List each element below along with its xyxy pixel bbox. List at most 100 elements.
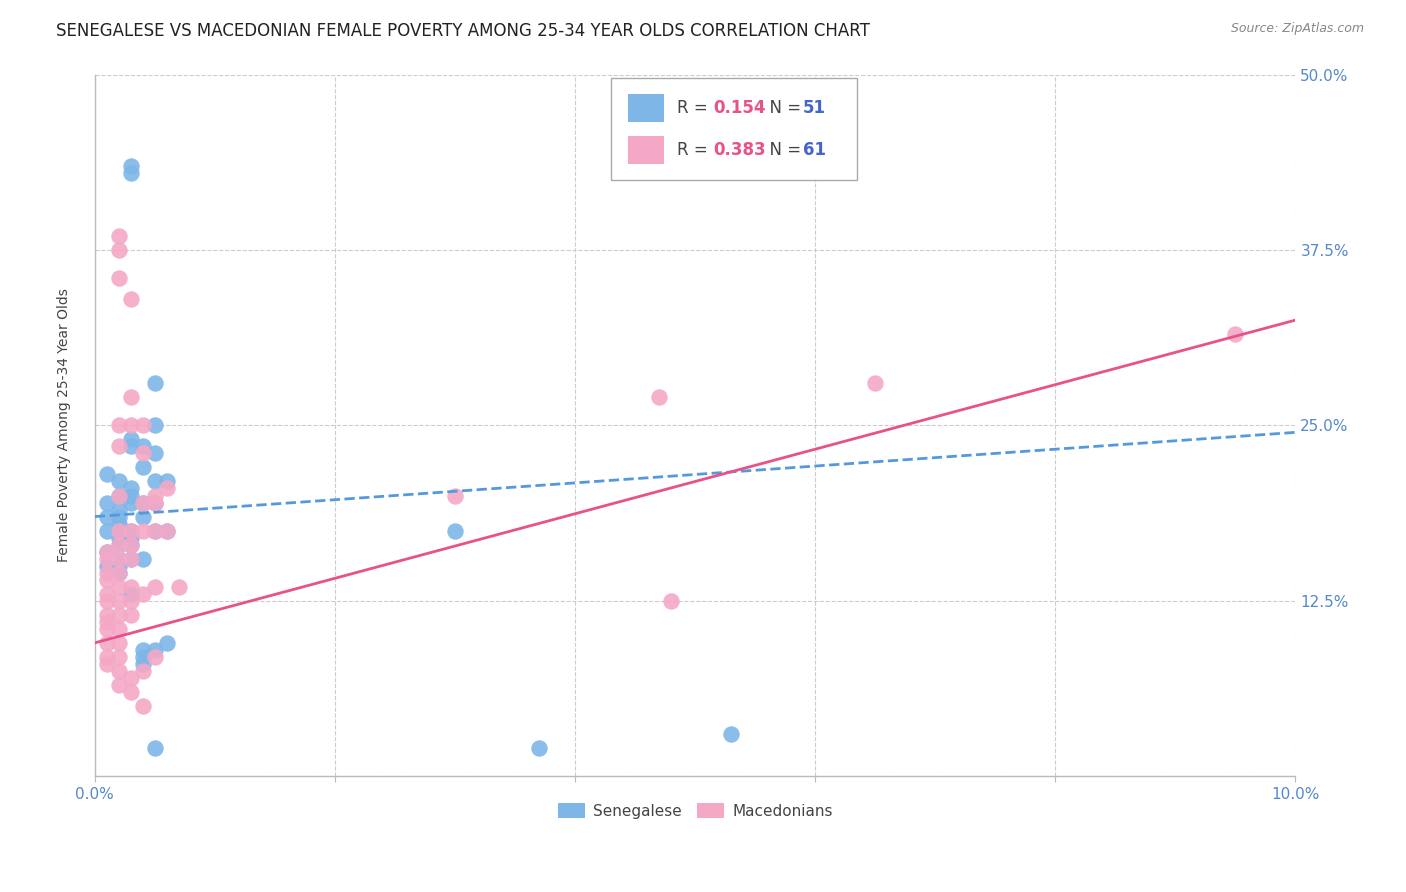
Point <box>132 664 155 678</box>
Point <box>143 418 166 433</box>
Point <box>120 524 142 538</box>
Point <box>120 482 142 496</box>
Point <box>107 531 129 545</box>
Point <box>107 516 129 531</box>
Point <box>1225 327 1247 342</box>
Point <box>143 446 166 460</box>
Point <box>120 439 142 453</box>
Text: 51: 51 <box>803 99 827 117</box>
Point <box>444 524 467 538</box>
Point <box>132 587 155 601</box>
Point <box>107 580 129 594</box>
Point <box>527 741 550 756</box>
Point <box>96 587 118 601</box>
Point <box>107 551 129 566</box>
Point <box>156 475 179 489</box>
Point <box>96 649 118 664</box>
Point <box>132 643 155 657</box>
Point <box>143 741 166 756</box>
Point <box>143 489 166 503</box>
Point <box>132 495 155 509</box>
FancyBboxPatch shape <box>628 136 664 164</box>
Point <box>120 538 142 552</box>
Point <box>143 580 166 594</box>
Text: SENEGALESE VS MACEDONIAN FEMALE POVERTY AMONG 25-34 YEAR OLDS CORRELATION CHART: SENEGALESE VS MACEDONIAN FEMALE POVERTY … <box>56 22 870 40</box>
Point <box>120 685 142 699</box>
Point <box>107 593 129 607</box>
Point <box>107 475 129 489</box>
Point <box>143 495 166 509</box>
Point <box>143 475 166 489</box>
Point <box>96 558 118 573</box>
Point <box>107 607 129 622</box>
Point <box>96 551 118 566</box>
Point <box>120 551 142 566</box>
Text: N =: N = <box>759 99 806 117</box>
Point <box>120 531 142 545</box>
Point <box>107 509 129 524</box>
Point <box>120 580 142 594</box>
Point <box>120 489 142 503</box>
Point <box>107 566 129 580</box>
Point <box>143 524 166 538</box>
Point <box>132 524 155 538</box>
Point <box>96 467 118 482</box>
Point <box>444 489 467 503</box>
Point <box>156 482 179 496</box>
Point <box>107 489 129 503</box>
Legend: Senegalese, Macedonians: Senegalese, Macedonians <box>551 797 838 825</box>
Point <box>120 593 142 607</box>
Text: N =: N = <box>759 141 806 159</box>
Point <box>132 495 155 509</box>
Point <box>96 566 118 580</box>
Point <box>107 678 129 692</box>
Point <box>132 509 155 524</box>
Point <box>96 544 118 558</box>
Point <box>132 460 155 475</box>
Point <box>120 538 142 552</box>
Point <box>107 439 129 453</box>
Point <box>107 649 129 664</box>
Text: 0.154: 0.154 <box>713 99 766 117</box>
Point <box>107 271 129 285</box>
Point <box>120 524 142 538</box>
Point <box>143 376 166 391</box>
Point <box>107 489 129 503</box>
Point <box>107 418 129 433</box>
Point <box>96 607 118 622</box>
Point <box>120 607 142 622</box>
Point <box>120 551 142 566</box>
Point <box>143 495 166 509</box>
Point <box>167 580 190 594</box>
Point <box>120 587 142 601</box>
Point <box>132 439 155 453</box>
Point <box>107 551 129 566</box>
Point <box>863 376 886 391</box>
Point <box>96 524 118 538</box>
Point <box>107 243 129 257</box>
Point <box>107 566 129 580</box>
Point <box>96 509 118 524</box>
Point <box>120 495 142 509</box>
Point <box>96 622 118 636</box>
Text: R =: R = <box>678 99 713 117</box>
Point <box>107 636 129 650</box>
FancyBboxPatch shape <box>612 78 858 180</box>
Point <box>96 657 118 671</box>
Point <box>96 573 118 587</box>
Point <box>132 418 155 433</box>
Point <box>96 615 118 629</box>
Point <box>156 524 179 538</box>
Point <box>107 524 129 538</box>
Point <box>659 593 682 607</box>
Point <box>120 159 142 173</box>
Point <box>132 446 155 460</box>
Point <box>720 727 742 741</box>
Point <box>143 643 166 657</box>
Point <box>107 502 129 516</box>
Text: R =: R = <box>678 141 713 159</box>
Point <box>107 538 129 552</box>
Point <box>143 649 166 664</box>
Point <box>143 524 166 538</box>
Point <box>107 622 129 636</box>
